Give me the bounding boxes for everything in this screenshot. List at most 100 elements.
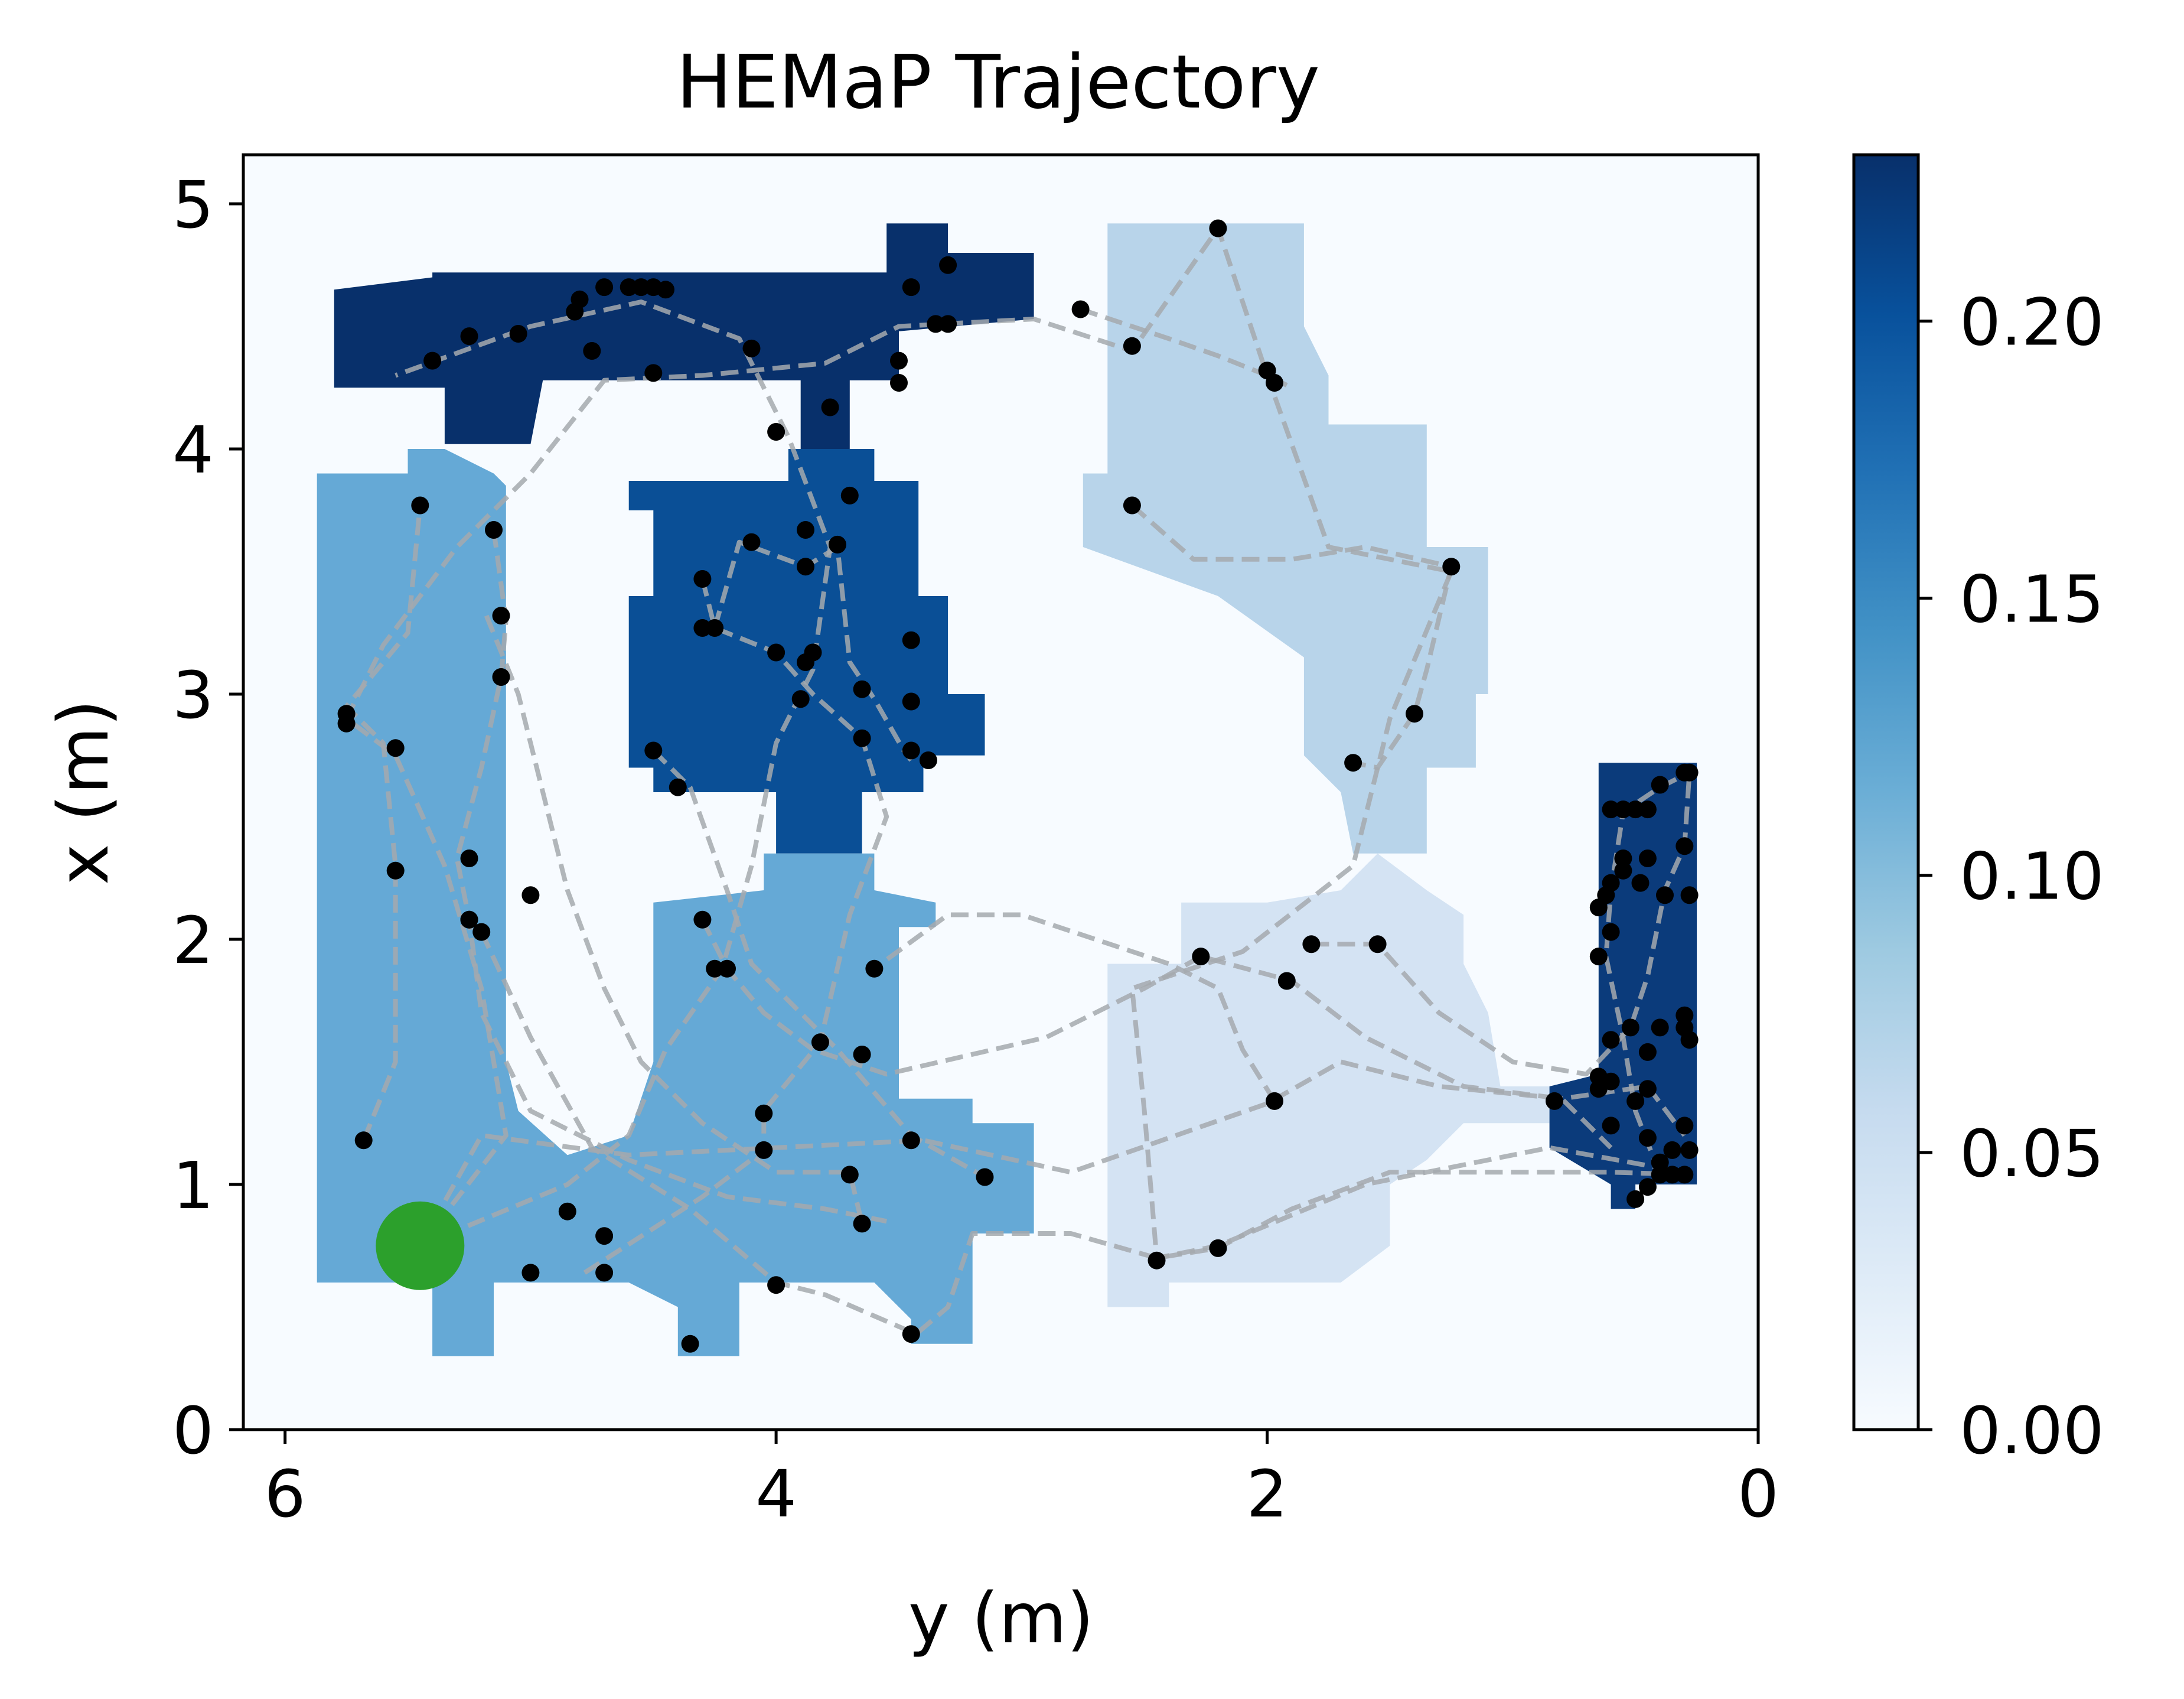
- waypoint-marker: [583, 342, 601, 360]
- x-axis-label: y (m): [908, 1577, 1094, 1659]
- colorbar-tick-label: 0.20: [1960, 284, 2104, 360]
- waypoint-marker: [472, 923, 491, 941]
- waypoint-marker: [865, 959, 884, 978]
- waypoint-marker: [460, 327, 478, 346]
- waypoint-marker: [1614, 800, 1632, 819]
- waypoint-marker: [1626, 800, 1645, 819]
- waypoint-marker: [902, 692, 920, 711]
- waypoint-marker: [767, 643, 785, 662]
- waypoint-marker: [853, 680, 871, 698]
- waypoint-marker: [1638, 1043, 1657, 1061]
- waypoint-marker: [797, 521, 814, 539]
- waypoint-marker: [1651, 776, 1669, 794]
- waypoint-marker: [1266, 374, 1283, 392]
- colorbar-tick-label: 0.00: [1960, 1393, 2104, 1469]
- waypoint-marker: [669, 778, 687, 796]
- waypoint-marker: [558, 1202, 576, 1220]
- trajectory-line-5: [454, 529, 887, 1224]
- waypoint-marker: [632, 278, 650, 297]
- waypoint-marker: [939, 315, 957, 333]
- waypoint-marker: [1442, 558, 1461, 576]
- waypoint-marker: [1638, 1178, 1657, 1196]
- waypoint-marker: [927, 315, 945, 333]
- trajectory-line-15: [1080, 307, 1288, 388]
- waypoint-marker: [509, 325, 527, 343]
- waypoint-marker: [1123, 337, 1141, 355]
- waypoint-marker: [521, 886, 540, 904]
- waypoint-marker: [1676, 1117, 1694, 1135]
- waypoint-marker: [1546, 1092, 1563, 1110]
- waypoint-marker: [681, 1335, 699, 1353]
- waypoint-marker: [1602, 923, 1620, 941]
- waypoint-marker: [821, 398, 839, 416]
- waypoint-marker: [460, 850, 478, 867]
- trajectory-line-12: [1311, 772, 1692, 1077]
- waypoint-marker: [1406, 705, 1423, 723]
- waypoint-marker: [1266, 1092, 1283, 1110]
- waypoint-marker: [693, 910, 712, 929]
- y-axis-label: x (m): [43, 699, 124, 885]
- waypoint-marker: [742, 339, 761, 357]
- trajectory-line-11: [700, 919, 1613, 1150]
- trajectory-line-14: [873, 912, 1277, 1103]
- colorbar-tick-label: 0.10: [1960, 839, 2104, 914]
- waypoint-marker: [1626, 1190, 1645, 1208]
- waypoint-marker: [1602, 1031, 1620, 1049]
- waypoint-marker: [853, 1215, 871, 1233]
- y-tick-label: 3: [172, 658, 214, 733]
- waypoint-marker: [423, 351, 442, 370]
- waypoint-marker: [1192, 948, 1210, 966]
- trajectory-line-3: [418, 1059, 1687, 1247]
- start-position: [376, 1201, 465, 1290]
- waypoint-marker: [1676, 1166, 1694, 1184]
- waypoint-marker: [1680, 1141, 1699, 1159]
- x-tick-label: 2: [1247, 1456, 1288, 1532]
- colorbar-tick-label: 0.05: [1960, 1116, 2104, 1192]
- waypoint-marker: [1071, 300, 1090, 318]
- waypoint-marker: [791, 690, 810, 708]
- waypoint-marker: [595, 1227, 614, 1245]
- density-region-1: [334, 223, 1034, 449]
- waypoint-marker: [595, 278, 614, 297]
- x-tick-label: 4: [755, 1456, 797, 1532]
- colorbar-tick-label: 0.15: [1960, 562, 2104, 637]
- y-tick-label: 0: [172, 1393, 214, 1469]
- waypoint-marker: [853, 729, 871, 747]
- waypoint-marker: [804, 643, 822, 662]
- x-tick-label: 6: [265, 1456, 306, 1532]
- waypoint-marker: [521, 1264, 540, 1282]
- waypoint-marker: [1638, 1129, 1657, 1147]
- waypoint-marker: [706, 959, 724, 978]
- waypoint-marker: [902, 631, 920, 649]
- waypoint-marker: [411, 496, 429, 515]
- waypoint-marker: [742, 533, 761, 551]
- waypoint-marker: [386, 861, 405, 880]
- waypoint-marker: [1614, 861, 1632, 880]
- waypoint-marker: [718, 959, 736, 978]
- waypoint-marker: [460, 910, 478, 929]
- waypoint-marker: [706, 619, 724, 637]
- waypoint-marker: [1602, 800, 1620, 819]
- waypoint-marker: [1651, 1153, 1669, 1171]
- waypoint-marker: [902, 741, 920, 760]
- waypoint-marker: [1651, 1018, 1669, 1037]
- waypoint-marker: [1680, 886, 1699, 904]
- waypoint-marker: [595, 1264, 614, 1282]
- waypoint-marker: [1638, 800, 1657, 819]
- y-tick-label: 4: [172, 412, 214, 488]
- waypoint-marker: [1302, 935, 1321, 953]
- waypoint-marker: [767, 423, 785, 441]
- trajectory-line-8: [583, 578, 889, 1275]
- waypoint-marker: [767, 1276, 785, 1294]
- waypoint-marker: [1277, 972, 1296, 990]
- trajectory-line-10: [484, 614, 865, 1225]
- waypoint-marker: [1663, 1141, 1681, 1159]
- waypoint-marker: [644, 364, 663, 382]
- waypoint-marker: [1148, 1251, 1166, 1270]
- waypoint-marker: [1614, 850, 1632, 867]
- y-tick-label: 5: [172, 167, 214, 243]
- y-tick-label: 1: [172, 1148, 214, 1223]
- colorbar-axis: 0.00 0.05 0.10 0.15 0.20: [1918, 284, 2104, 1469]
- waypoint-marker: [840, 486, 859, 505]
- colorbar: [1852, 153, 1920, 1431]
